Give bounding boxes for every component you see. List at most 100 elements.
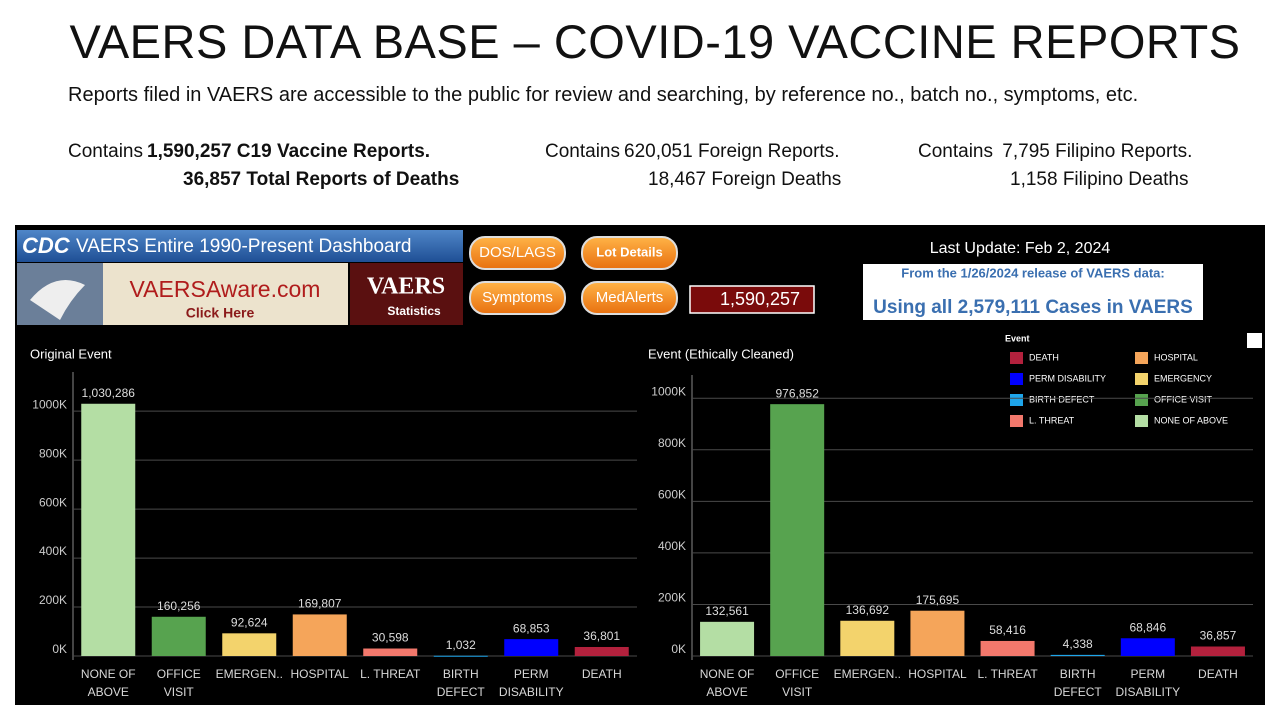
stat-deaths: 1,158 Filipino Deaths xyxy=(1010,169,1189,190)
legend-swatch xyxy=(1010,394,1023,406)
release-box xyxy=(863,264,1203,320)
y-tick-label: 600K xyxy=(658,487,686,501)
stat-prefix: Contains xyxy=(68,141,143,162)
x-tick-label: NONE OF ABOVE xyxy=(699,667,755,699)
legend-label: HOSPITAL xyxy=(1154,352,1198,362)
x-tick-label: PERM DISABILITY xyxy=(498,667,564,699)
site-click: Click Here xyxy=(186,305,255,321)
bar xyxy=(151,616,206,656)
button[interactable] xyxy=(581,281,678,315)
slide-title: VAERS DATA BASE – COVID-19 VACCINE REPOR… xyxy=(69,15,1241,68)
x-tick-label: EMERGEN.. xyxy=(833,667,901,681)
legend-label: L. THREAT xyxy=(1029,415,1075,425)
bar xyxy=(222,633,277,656)
badge-box xyxy=(350,263,463,325)
bar xyxy=(574,646,629,656)
button-label: Lot Details xyxy=(596,244,662,259)
y-tick-label: 0K xyxy=(52,642,67,656)
bar xyxy=(1050,654,1105,656)
legend-swatch xyxy=(1135,415,1148,427)
stat-prefix: Contains xyxy=(545,141,620,162)
value-label: 136,692 xyxy=(846,603,890,617)
legend-swatch xyxy=(1135,394,1148,406)
y-tick-label: 1000K xyxy=(32,397,67,411)
count: 1,590,257 xyxy=(720,289,800,309)
badge-title: VAERS xyxy=(367,274,445,300)
x-tick-label: NONE OF ABOVE xyxy=(80,667,136,699)
x-tick-label: EMERGEN.. xyxy=(215,667,283,681)
x-tick-label: BIRTH DEFECT xyxy=(436,667,485,699)
y-tick-label: 200K xyxy=(658,591,686,605)
x-tick-label: OFFICE VISIT xyxy=(156,667,201,699)
button[interactable] xyxy=(469,281,566,315)
bar xyxy=(363,648,418,656)
x-tick-label: OFFICE VISIT xyxy=(775,667,820,699)
value-label: 58,416 xyxy=(989,623,1026,637)
stat-reports: 620,051 Foreign Reports. xyxy=(624,141,840,162)
y-tick-label: 1000K xyxy=(651,384,686,398)
stat-line: Contains 7,795 Filipino Reports. xyxy=(918,141,1192,163)
legend-swatch xyxy=(1135,373,1148,385)
legend-label: EMERGENCY xyxy=(1154,373,1212,383)
bar xyxy=(504,639,559,656)
y-tick-label: 0K xyxy=(671,642,686,656)
corner-square xyxy=(1247,333,1262,348)
site-box xyxy=(103,263,348,325)
bar xyxy=(1120,638,1175,656)
value-label: 4,338 xyxy=(1063,637,1093,651)
x-tick-label: PERM DISABILITY xyxy=(1115,667,1181,699)
bar xyxy=(980,640,1035,656)
stat-line: Contains 1,590,257 C19 Vaccine Reports. xyxy=(68,141,430,163)
value-label: 36,857 xyxy=(1200,629,1237,643)
count-box xyxy=(689,285,815,314)
legend-label: NONE OF ABOVE xyxy=(1154,415,1228,425)
legend-swatch xyxy=(1135,352,1148,364)
legend-swatch xyxy=(1010,415,1023,427)
y-tick-label: 800K xyxy=(39,446,67,460)
banner xyxy=(17,230,463,262)
y-tick-label: 800K xyxy=(658,436,686,450)
bar xyxy=(910,610,965,656)
x-tick-label: BIRTH DEFECT xyxy=(1053,667,1102,699)
stat-reports: 1,590,257 C19 Vaccine Reports. xyxy=(147,141,431,162)
y-tick-label: 400K xyxy=(658,539,686,553)
chart-title: Original Event xyxy=(30,346,112,361)
value-label: 132,561 xyxy=(705,604,749,618)
value-label: 1,030,286 xyxy=(82,386,136,400)
value-label: 30,598 xyxy=(372,631,409,645)
x-tick-label: L. THREAT xyxy=(360,667,421,681)
x-tick-label: DEATH xyxy=(1198,667,1238,681)
button-label: DOS/LAGS xyxy=(479,244,556,261)
bar xyxy=(433,655,488,657)
slide-subtitle: Reports filed in VAERS are accessible to… xyxy=(68,84,1139,106)
button-label: MedAlerts xyxy=(596,289,664,306)
button[interactable] xyxy=(469,236,566,270)
bar xyxy=(1190,646,1245,656)
x-tick-label: HOSPITAL xyxy=(290,667,349,681)
stat-deaths: 18,467 Foreign Deaths xyxy=(648,169,842,190)
stat-deaths: 36,857 Total Reports of Deaths xyxy=(183,169,460,190)
x-tick-label: L. THREAT xyxy=(977,667,1038,681)
legend-label: BIRTH DEFECT xyxy=(1029,394,1095,404)
x-tick-label: DEATH xyxy=(581,667,622,681)
bar xyxy=(292,614,347,656)
legend-label: OFFICE VISIT xyxy=(1154,394,1213,404)
stat-prefix: Contains xyxy=(918,141,993,162)
site-name: VAERSAware.com xyxy=(130,276,321,302)
legend-title: Event xyxy=(1005,333,1030,343)
cdc-logo: CDC xyxy=(22,233,71,258)
button[interactable] xyxy=(581,236,678,270)
legend-swatch xyxy=(1010,352,1023,364)
bar xyxy=(770,404,825,656)
bar xyxy=(81,403,136,656)
eagle-shape xyxy=(30,280,85,320)
bar xyxy=(840,620,895,656)
banner-title: VAERS Entire 1990-Present Dashboard xyxy=(76,236,412,257)
value-label: 68,846 xyxy=(1129,620,1166,634)
stat-reports: 7,795 Filipino Reports. xyxy=(997,141,1193,162)
legend-label: DEATH xyxy=(1029,352,1059,362)
value-label: 1,032 xyxy=(446,638,476,652)
value-label: 169,807 xyxy=(298,597,342,611)
